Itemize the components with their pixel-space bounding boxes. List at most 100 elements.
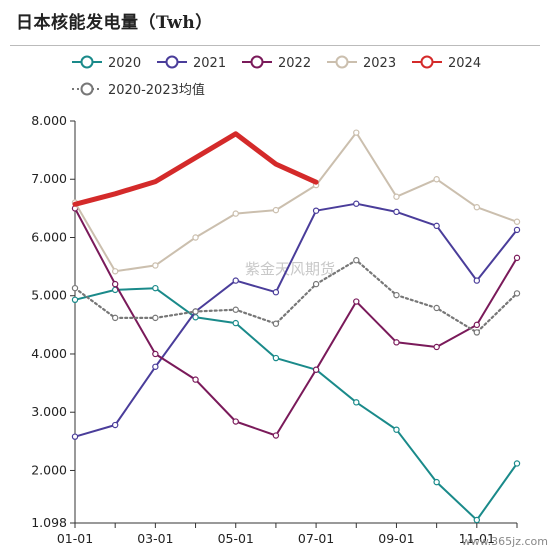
y-tick-label: 3.000 — [31, 404, 67, 419]
series-line — [73, 259, 519, 334]
legend-item: 2020-2023均值 — [72, 82, 205, 98]
data-point — [393, 339, 400, 346]
data-point — [111, 421, 119, 429]
series-layer — [71, 129, 521, 524]
x-tick-label: 09-01 — [378, 531, 414, 546]
series-2024 — [72, 131, 319, 207]
data-point — [353, 257, 360, 264]
data-point — [513, 254, 521, 262]
data-point — [232, 319, 239, 327]
legend-item: 2021 — [157, 55, 226, 71]
legend-swatch-marker — [250, 55, 264, 69]
data-point — [192, 308, 199, 315]
series-line — [74, 131, 518, 273]
data-point — [393, 426, 400, 433]
legend-swatch-marker — [80, 82, 94, 96]
data-point — [272, 354, 280, 362]
legend-label: 2020 — [108, 56, 141, 71]
data-point — [192, 376, 199, 383]
data-point — [312, 366, 320, 373]
y-tick-label: 2.000 — [31, 462, 67, 477]
legend-label: 2024 — [448, 56, 481, 71]
data-point — [433, 478, 440, 486]
legend-label: 2021 — [193, 56, 226, 71]
y-tick-label: 6.000 — [31, 229, 67, 244]
data-point — [353, 200, 360, 207]
legend-item: 2022 — [242, 55, 311, 71]
legend-label: 2022 — [278, 56, 311, 71]
data-point — [232, 418, 239, 425]
series-2023 — [71, 129, 521, 275]
data-point — [353, 298, 360, 305]
watermark: 紫金天风期货 — [245, 260, 335, 278]
data-point — [192, 314, 199, 321]
legend-swatch-marker — [165, 55, 179, 69]
data-point — [111, 280, 119, 288]
data-point — [71, 296, 79, 304]
x-tick-label: 01-01 — [57, 531, 93, 546]
series-2020-2023均值 — [71, 257, 521, 336]
data-point — [152, 350, 159, 358]
legend-label: 2023 — [363, 56, 396, 71]
data-point — [272, 206, 280, 214]
data-point — [152, 284, 159, 292]
data-point — [111, 268, 119, 275]
x-tick-label: 11-01 — [459, 531, 495, 546]
legend: 2020 2021 2022 2023 2024 2020-2023均值 — [72, 55, 481, 98]
data-point — [473, 329, 481, 336]
data-point — [152, 314, 159, 322]
data-point — [433, 222, 440, 230]
data-point — [393, 208, 400, 216]
legend-swatch-marker — [420, 55, 434, 69]
legend-swatch-marker — [335, 55, 349, 69]
series-2020 — [71, 284, 521, 524]
series-2021 — [71, 200, 521, 440]
data-point — [353, 129, 360, 136]
legend-item: 2023 — [327, 55, 396, 71]
data-point — [393, 291, 400, 299]
data-point — [473, 516, 481, 524]
x-tick-label: 05-01 — [218, 531, 254, 546]
data-point — [111, 314, 119, 322]
data-point — [473, 321, 481, 329]
data-point — [513, 218, 521, 225]
data-point — [272, 432, 280, 439]
data-point — [232, 306, 239, 313]
axes: 8.000 7.000 6.000 5.000 4.000 3.000 2.000 1.098… — [31, 113, 518, 546]
x-tick-label: 07-01 — [298, 531, 334, 546]
data-point — [473, 204, 481, 211]
series-line — [72, 131, 319, 207]
series-2022 — [71, 205, 521, 439]
series-line — [74, 287, 518, 521]
data-point — [152, 363, 159, 370]
y-tick-label: 7.000 — [31, 171, 67, 186]
y-tick-label: 4.000 — [31, 346, 67, 361]
corner-watermark: www.365jz.com — [462, 535, 548, 548]
data-point — [71, 433, 79, 440]
data-point — [232, 210, 239, 217]
legend-swatch-marker — [80, 55, 94, 69]
data-point — [192, 234, 199, 241]
data-point — [152, 262, 159, 269]
y-tick-label: 5.000 — [31, 288, 67, 303]
legend-item: 2020 — [72, 55, 141, 71]
data-point — [393, 193, 400, 200]
y-tick-label: 8.000 — [31, 113, 67, 128]
data-point — [312, 207, 320, 214]
series-line — [74, 207, 518, 437]
data-point — [473, 277, 481, 284]
data-point — [232, 277, 239, 284]
y-tick-label: 1.098 — [31, 515, 67, 530]
legend-item: 2024 — [412, 55, 481, 71]
data-point — [433, 304, 440, 312]
title-divider — [10, 45, 540, 46]
data-point — [312, 280, 320, 288]
series-line — [74, 202, 518, 438]
legend-label: 2020-2023均值 — [108, 82, 205, 98]
data-point — [433, 176, 440, 183]
data-point — [513, 290, 521, 297]
data-point — [513, 226, 521, 234]
data-point — [353, 399, 360, 406]
x-tick-label: 03-01 — [137, 531, 173, 546]
